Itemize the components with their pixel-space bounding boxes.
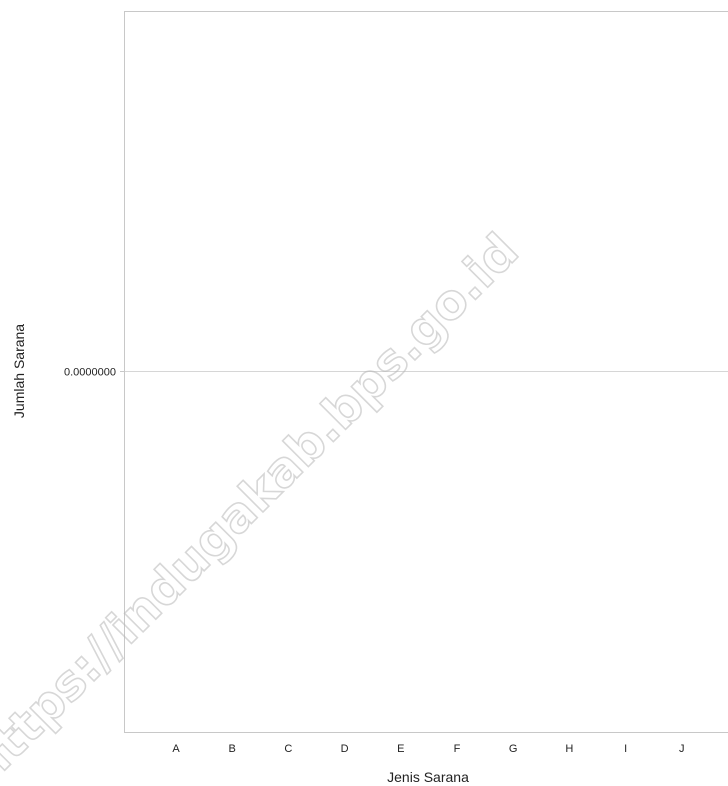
x-tick-label-h: H (565, 743, 573, 755)
x-tick-label-g: G (509, 743, 518, 755)
y-tick-labels: 0.0000000 (64, 367, 124, 379)
y-axis-title: Jumlah Sarana (11, 324, 27, 418)
x-tick-label-a: A (172, 743, 180, 755)
x-tick-label-f: F (454, 743, 461, 755)
y-tick-label: 0.0000000 (64, 367, 116, 379)
axes (124, 11, 728, 733)
watermark-text: https://indugakab.bps.go.id (0, 223, 529, 786)
x-tick-label-i: I (624, 743, 627, 755)
x-tick-label-c: C (284, 743, 292, 755)
x-tick-label-e: E (397, 743, 404, 755)
x-tick-labels: A B C D E F G H I J (172, 743, 684, 755)
x-axis-title: Jenis Sarana (387, 769, 469, 785)
x-tick-label-j: J (679, 743, 685, 755)
x-tick-label-b: B (229, 743, 236, 755)
x-tick-label-d: D (341, 743, 349, 755)
